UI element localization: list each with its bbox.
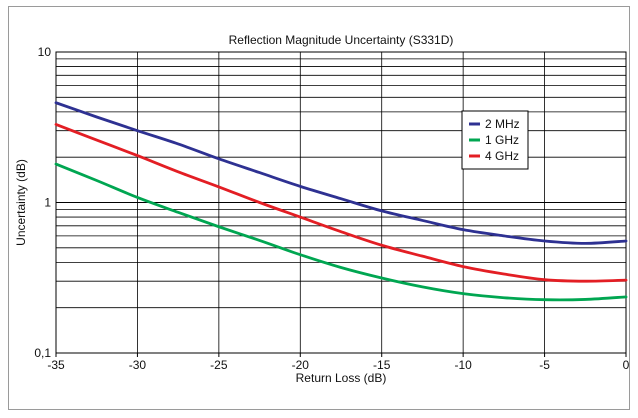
y-tick-label: 1 [44, 196, 51, 210]
x-tick-label: -20 [292, 358, 310, 372]
y-axis-title: Uncertainty (dB) [14, 159, 28, 246]
grid [55, 52, 627, 353]
legend-label-2-mhz: 2 MHz [485, 117, 520, 131]
x-tick-label: -30 [129, 358, 147, 372]
plot-border [55, 51, 627, 354]
x-axis-title: Return Loss (dB) [296, 371, 387, 385]
x-axis: -35 -30 -25 -20 -15 -10 -5 0 [47, 353, 630, 372]
x-tick-label: -35 [47, 358, 65, 372]
y-tick-label: 10 [38, 45, 52, 59]
y-axis: 0,1 1 10 [34, 45, 51, 360]
chart: Reflection Magnitude Uncertainty (S331D)… [14, 33, 630, 385]
series-layer [54, 101, 628, 302]
chart-frame: Reflection Magnitude Uncertainty (S331D)… [8, 6, 630, 410]
x-tick-label: -25 [210, 358, 228, 372]
legend-label-1-ghz: 1 GHz [485, 133, 519, 147]
legend: 2 MHz 1 GHz 4 GHz [461, 110, 529, 170]
x-tick-label: 0 [623, 358, 630, 372]
x-tick-label: -15 [373, 358, 391, 372]
legend-label-4-ghz: 4 GHz [485, 149, 519, 163]
series-line-1-ghz [54, 162, 628, 302]
y-tick-label: 0,1 [34, 346, 51, 360]
x-tick-label: -5 [539, 358, 550, 372]
series-line-2-mhz [54, 101, 628, 245]
series-line-4-ghz [54, 123, 628, 283]
x-tick-label: -10 [454, 358, 472, 372]
chart-title: Reflection Magnitude Uncertainty (S331D) [229, 33, 454, 47]
